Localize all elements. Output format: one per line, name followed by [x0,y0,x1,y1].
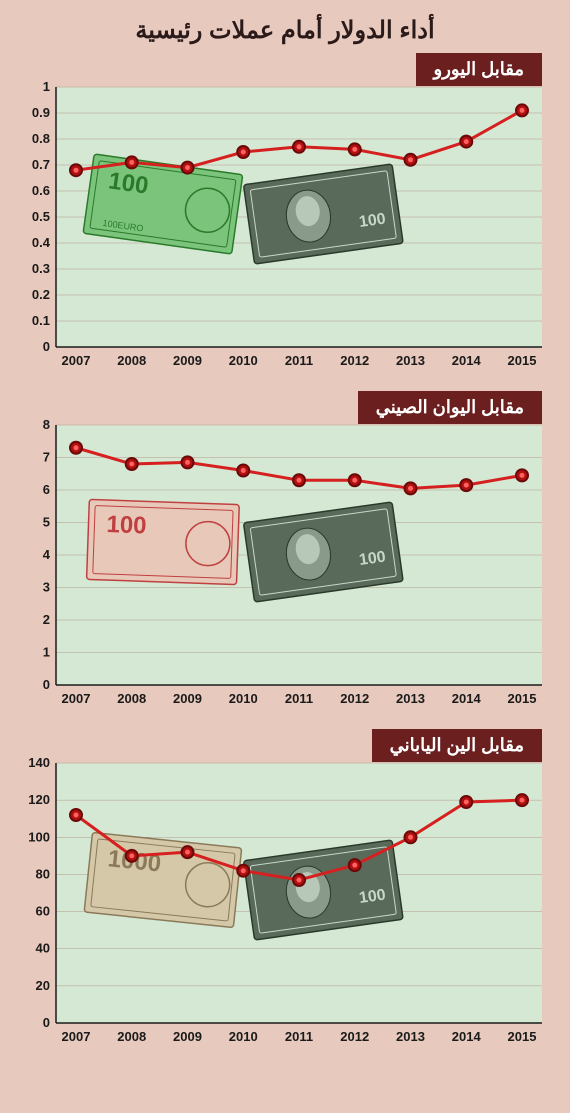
svg-text:2012: 2012 [340,1029,369,1044]
svg-text:2011: 2011 [285,1029,313,1044]
svg-text:100: 100 [28,829,50,844]
svg-text:2007: 2007 [62,691,91,706]
svg-text:5: 5 [43,515,50,530]
chart-svg: 0 1 2 3 4 5 6 7 8 2007 2008 2009 2010 2011 2012 2013 201… [8,395,562,715]
svg-text:3: 3 [43,580,50,595]
banknote-foreign: 1000 [84,832,242,927]
svg-text:7: 7 [43,450,50,465]
svg-text:2009: 2009 [173,1029,202,1044]
svg-text:2008: 2008 [117,691,146,706]
chart-label: مقابل الين الياباني [372,729,542,762]
svg-text:2015: 2015 [508,353,537,368]
svg-text:0: 0 [43,339,50,354]
svg-text:60: 60 [36,904,50,919]
svg-text:100: 100 [107,167,150,199]
svg-text:0.2: 0.2 [32,287,50,302]
svg-text:2015: 2015 [508,691,537,706]
svg-text:120: 120 [28,792,50,807]
chart-panel-1: مقابل اليوان الصيني012345678200720082009… [8,395,562,715]
svg-text:6: 6 [43,482,50,497]
chart-svg: 0 20 40 60 80 100 120 140 2007 2008 2009 2010 2011 20… [8,733,562,1053]
svg-text:4: 4 [43,547,51,562]
svg-text:2008: 2008 [117,353,146,368]
svg-text:2014: 2014 [452,1029,482,1044]
svg-text:0.4: 0.4 [32,235,51,250]
svg-text:2009: 2009 [173,691,202,706]
svg-text:2013: 2013 [396,691,425,706]
svg-text:2010: 2010 [229,353,258,368]
svg-text:0.7: 0.7 [32,157,50,172]
svg-text:80: 80 [36,866,50,881]
svg-text:0: 0 [43,1015,50,1030]
svg-text:2011: 2011 [285,691,313,706]
svg-text:0.1: 0.1 [32,313,50,328]
svg-text:2011: 2011 [285,353,313,368]
svg-text:1: 1 [43,645,50,660]
svg-text:0.8: 0.8 [32,131,50,146]
svg-text:2007: 2007 [62,353,91,368]
svg-text:2007: 2007 [62,1029,91,1044]
svg-text:0: 0 [43,677,50,692]
svg-text:2009: 2009 [173,353,202,368]
svg-text:0.5: 0.5 [32,209,50,224]
chart-svg: 0 0.1 0.2 0.3 0.4 0.5 0.6 0.7 0.8 0.9 1 2007 2008 200… [8,57,562,377]
svg-text:20: 20 [36,978,50,993]
chart-label: مقابل اليورو [416,53,542,86]
svg-text:2014: 2014 [452,353,482,368]
svg-text:0.3: 0.3 [32,261,50,276]
banknote-foreign: 100 [87,499,240,584]
svg-text:100: 100 [106,511,147,539]
svg-text:40: 40 [36,941,50,956]
svg-text:2014: 2014 [452,691,482,706]
chart-label: مقابل اليوان الصيني [358,391,542,424]
chart-panel-2: مقابل الين الياباني020406080100120140200… [8,733,562,1053]
svg-text:2010: 2010 [229,1029,258,1044]
chart-panel-0: مقابل اليورو00.10.20.30.40.50.60.70.80.9… [8,57,562,377]
svg-text:140: 140 [28,755,50,770]
svg-text:2013: 2013 [396,1029,425,1044]
svg-text:2008: 2008 [117,1029,146,1044]
svg-text:2013: 2013 [396,353,425,368]
svg-text:2012: 2012 [340,691,369,706]
svg-text:2: 2 [43,612,50,627]
svg-text:2015: 2015 [508,1029,537,1044]
svg-text:8: 8 [43,417,50,432]
main-title: أداء الدولار أمام عملات رئيسية [8,16,562,45]
svg-text:1: 1 [43,79,50,94]
svg-text:0.6: 0.6 [32,183,50,198]
svg-text:0.9: 0.9 [32,105,50,120]
svg-text:2012: 2012 [340,353,369,368]
svg-text:2010: 2010 [229,691,258,706]
